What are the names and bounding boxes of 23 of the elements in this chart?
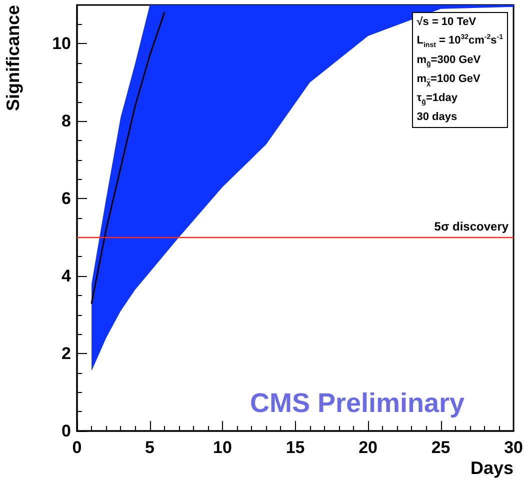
x-tick-label: 30 [504,438,524,457]
y-tick-label: 4 [62,266,72,286]
annotation: CMS Preliminary [250,388,465,419]
y-tick-label: 6 [62,189,71,208]
annotation: L$_{inst}$ = 10$^{32}$cm$^{-2}$s$^{-1}$ [416,33,503,51]
ref-line-label: 5σ discovery [434,219,509,234]
annotation: τ$_{g̃}$=1day [416,91,458,108]
y-axis-title: Significance [3,5,23,112]
x-tick-label: 20 [358,438,378,457]
x-tick-label: 25 [431,438,450,457]
x-axis-title: Days [470,458,514,478]
x-tick-label: 5 [145,438,154,457]
y-tick-label: 2 [62,344,71,364]
annotation: 30 days [416,110,458,126]
y-tick-label: 0 [62,422,71,440]
x-tick-label: 10 [213,438,232,457]
y-tick-label: 10 [52,34,71,54]
annotation: √s = 10 TeV [416,15,478,30]
annotation: m$_{χ̃}$=100 GeV [416,72,482,90]
line-series [90,12,166,304]
y-tick-label: 8 [62,112,71,131]
annotation: m$_{g̃}$=300 GeV [416,52,482,70]
x-tick-label: 15 [286,438,305,457]
